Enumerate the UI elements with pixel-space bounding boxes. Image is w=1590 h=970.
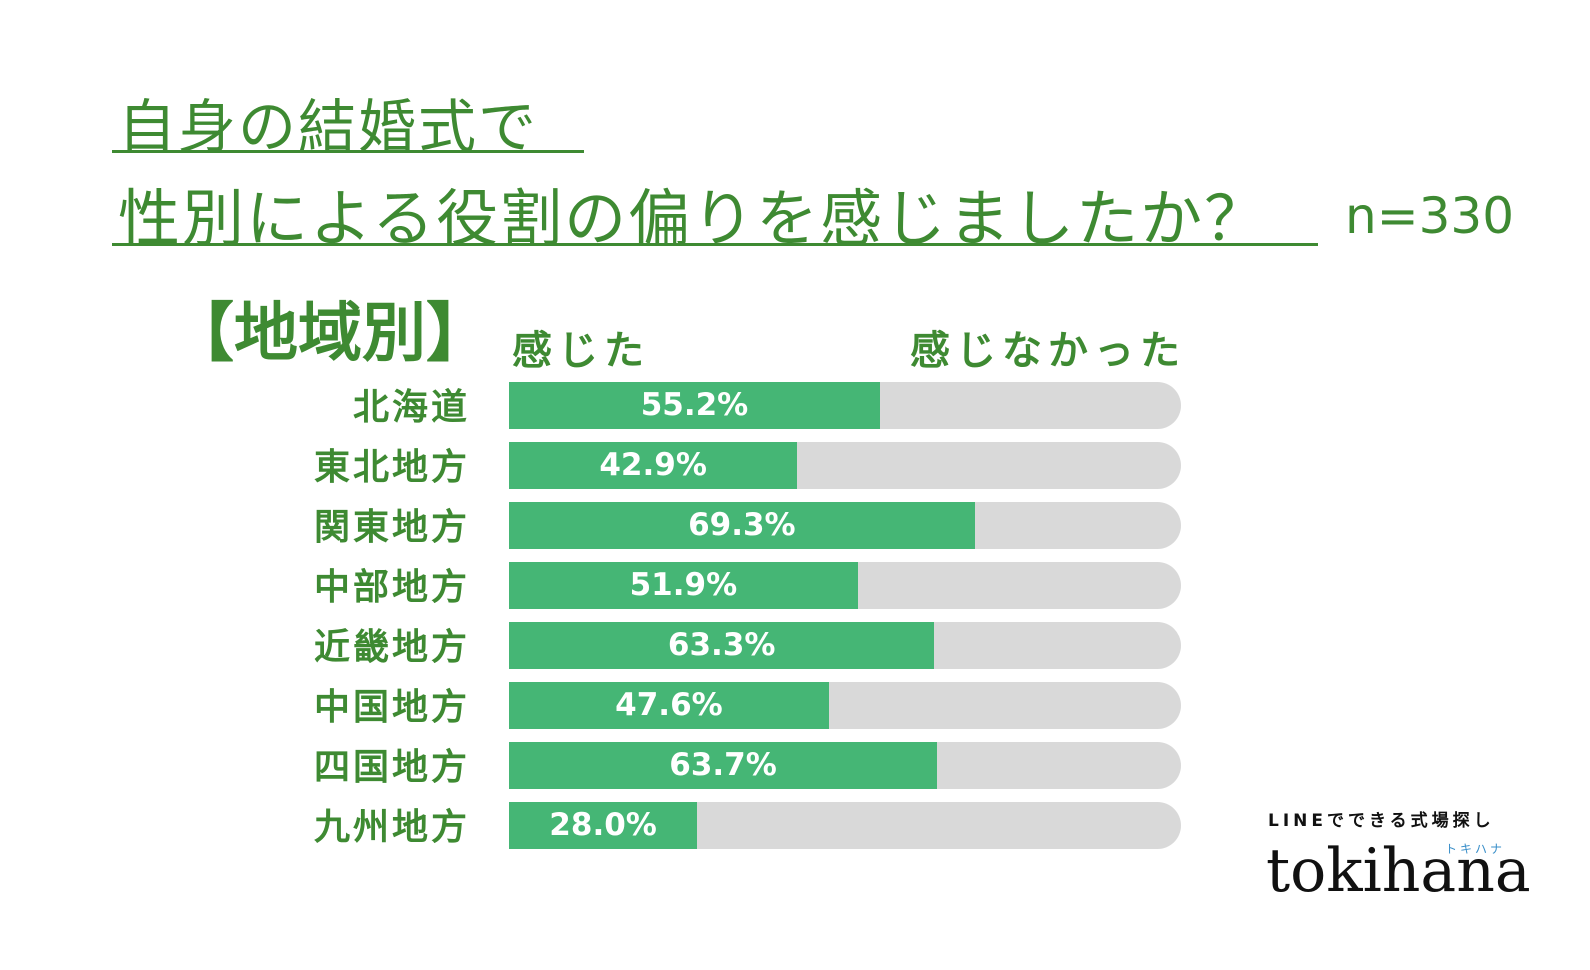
bar-felt [509,442,798,489]
title-underline-2 [112,243,1318,246]
category-label: 近畿地方 [313,627,470,668]
category-label: 四国地方 [313,747,470,788]
section-label: 【地域別】 [170,297,490,371]
bar-track-not-felt: 55.2% [509,382,1181,429]
bar-felt [509,742,938,789]
bar-track-not-felt: 47.6% [509,682,1181,729]
bar-track-not-felt: 69.3% [509,502,1181,549]
bar-value-label: 47.6% [615,687,723,723]
bar-track-not-felt: 63.7% [509,742,1181,789]
bar-value-label: 51.9% [629,567,738,603]
category-label: 中部地方 [313,567,470,608]
bar-track-not-felt: 51.9% [509,562,1181,609]
bar-track-not-felt: 28.0% [509,802,1181,849]
category-label: 東北地方 [313,447,470,488]
bar-value-label: 28.0% [549,807,657,843]
legend-felt: 感じた [512,328,650,374]
bar-felt [509,502,975,549]
bar-value-label: 55.2% [640,387,749,423]
title-underline-1 [112,150,584,153]
chart-title-line-2: 性別による役割の偏りを感じましたか？ [118,182,1269,255]
legend-not-felt: 感じなかった [910,328,1186,374]
category-label: 北海道 [352,387,470,428]
bar-value-label: 42.9% [599,447,707,483]
category-label: 中国地方 [313,687,470,728]
bar-felt [509,622,935,669]
category-label: 九州地方 [313,807,470,848]
bar-felt [509,802,698,849]
bar-value-label: 63.7% [669,747,777,783]
bar-track-not-felt: 63.3% [509,622,1181,669]
bar-value-label: 69.3% [688,507,796,543]
bar-value-label: 63.3% [667,627,776,663]
bar-felt [509,382,880,429]
bar-felt [509,682,829,729]
brand-logo: tokihana [1266,836,1531,906]
bar-felt [509,562,858,609]
brand-kana: トキハナ [1445,842,1506,856]
chart-title-line-1: 自身の結婚式で [118,93,539,161]
brand-tagline: LINEでできる式場探し [1268,811,1495,831]
bar-track-not-felt: 42.9% [509,442,1181,489]
sample-size-label: n=330 [1345,187,1515,245]
category-label: 関東地方 [313,507,470,548]
